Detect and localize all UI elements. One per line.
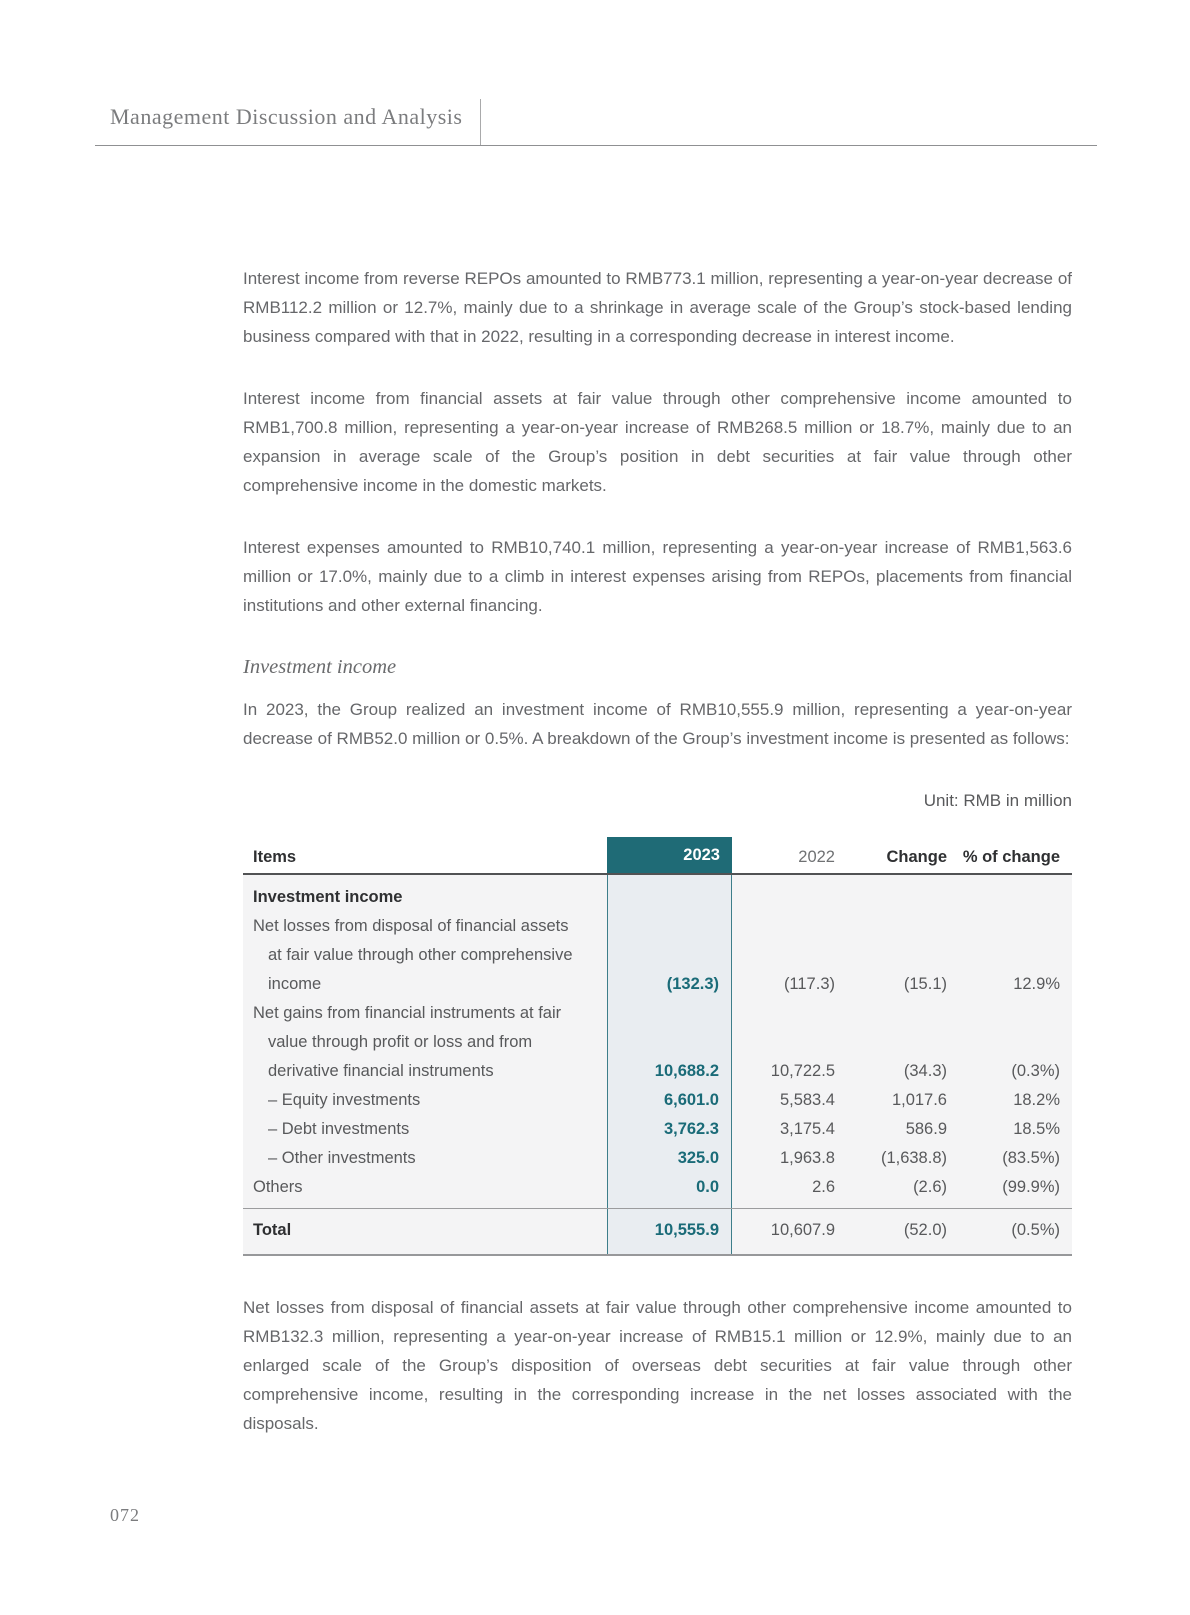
- row-label: – Debt investments: [268, 1120, 410, 1138]
- page-number: 072: [110, 1505, 140, 1525]
- cell-2022: 3,175.4: [779, 1120, 835, 1138]
- section-heading-investment-income: Investment income: [243, 656, 397, 678]
- cell-pct-change: 12.9%: [1013, 975, 1060, 993]
- cell-2022: 10,607.9: [770, 1221, 835, 1239]
- column-header-pct-change: % of change: [962, 848, 1060, 866]
- row-label: – Equity investments: [268, 1091, 421, 1109]
- cell-2023: 10,688.2: [607, 999, 732, 1086]
- cell-2023: 325.0: [607, 1144, 732, 1173]
- cell-pct-change: (99.9%): [1002, 1178, 1060, 1196]
- paragraph-interest-income-fvoci: Interest income from financial assets at…: [243, 389, 1072, 495]
- column-header-2022: 2022: [798, 848, 835, 866]
- cell-2022: 1,963.8: [779, 1149, 835, 1167]
- row-label: Investment income: [253, 888, 403, 906]
- cell-pct-change: 18.2%: [1013, 1091, 1060, 1109]
- row-label: Total: [253, 1221, 292, 1239]
- table-row-equity-investments: – Equity investments 6,601.0 5,583.4 1,0…: [243, 1086, 1072, 1115]
- cell-2023: 6,601.0: [607, 1086, 732, 1115]
- table-row-investment-income: Investment income: [243, 875, 1072, 912]
- content-column: Interest income from reverse REPOs amoun…: [243, 0, 1072, 1471]
- column-header-change: Change: [886, 848, 947, 866]
- row-label: – Other investments: [268, 1149, 416, 1167]
- table-row-net-gains-instruments: Net gains from financial instruments at …: [243, 999, 1072, 1086]
- cell-2023: (132.3): [607, 912, 732, 999]
- paragraph-reverse-repos: Interest income from reverse REPOs amoun…: [243, 269, 1072, 346]
- page-title: Management Discussion and Analysis: [110, 104, 463, 129]
- cell-pct-change: 18.5%: [1013, 1120, 1060, 1138]
- cell-change: 1,017.6: [891, 1091, 947, 1109]
- table-unit-note: Unit: RMB in million: [923, 791, 1072, 810]
- column-header-items: Items: [253, 848, 297, 866]
- table-row-debt-investments: – Debt investments 3,762.3 3,175.4 586.9…: [243, 1115, 1072, 1144]
- header-horizontal-rule: [95, 145, 1097, 146]
- cell-2023: 3,762.3: [607, 1115, 732, 1144]
- cell-change: 586.9: [905, 1120, 947, 1138]
- row-label: Others: [253, 1178, 303, 1196]
- table-row-others: Others 0.0 2.6 (2.6) (99.9%): [243, 1173, 1072, 1208]
- table-row-other-investments: – Other investments 325.0 1,963.8 (1,638…: [243, 1144, 1072, 1173]
- cell-pct-change: (83.5%): [1002, 1149, 1060, 1167]
- cell-2023: 0.0: [607, 1173, 732, 1208]
- cell-change: (1,638.8): [880, 1149, 947, 1167]
- table-row-total: Total 10,555.9 10,607.9 (52.0) (0.5%): [243, 1208, 1072, 1254]
- cell-2023: 10,555.9: [607, 1209, 732, 1254]
- cell-change: (34.3): [903, 1062, 947, 1080]
- cell-pct-change: (0.5%): [1011, 1221, 1060, 1239]
- header-vertical-divider: [480, 99, 481, 145]
- cell-change: (15.1): [903, 975, 947, 993]
- paragraph-net-losses-closing: Net losses from disposal of financial as…: [243, 1298, 1072, 1433]
- cell-2022: (117.3): [783, 975, 835, 993]
- investment-income-table: Items 2023 2022 Change % of change Inves…: [243, 837, 1072, 1256]
- row-label: Net gains from financial instruments at …: [253, 1004, 562, 1080]
- cell-change: (52.0): [903, 1221, 947, 1239]
- cell-pct-change: (0.3%): [1011, 1062, 1060, 1080]
- cell-2022: 2.6: [812, 1178, 835, 1196]
- paragraph-investment-intro: In 2023, the Group realized an investmen…: [243, 700, 1072, 748]
- paragraph-interest-expenses: Interest expenses amounted to RMB10,740.…: [243, 538, 1072, 615]
- cell-2022: 5,583.4: [779, 1091, 835, 1109]
- column-header-2023: 2023: [607, 837, 732, 873]
- cell-change: (2.6): [913, 1178, 947, 1196]
- row-label: Net losses from disposal of financial as…: [253, 917, 573, 993]
- cell-2022: 10,722.5: [770, 1062, 835, 1080]
- cell-2023: [607, 875, 732, 912]
- table-body: Investment income Net losses from dispos…: [243, 873, 1072, 1256]
- table-row-net-losses-disposal: Net losses from disposal of financial as…: [243, 912, 1072, 999]
- table-header-row: Items 2023 2022 Change % of change: [243, 837, 1072, 873]
